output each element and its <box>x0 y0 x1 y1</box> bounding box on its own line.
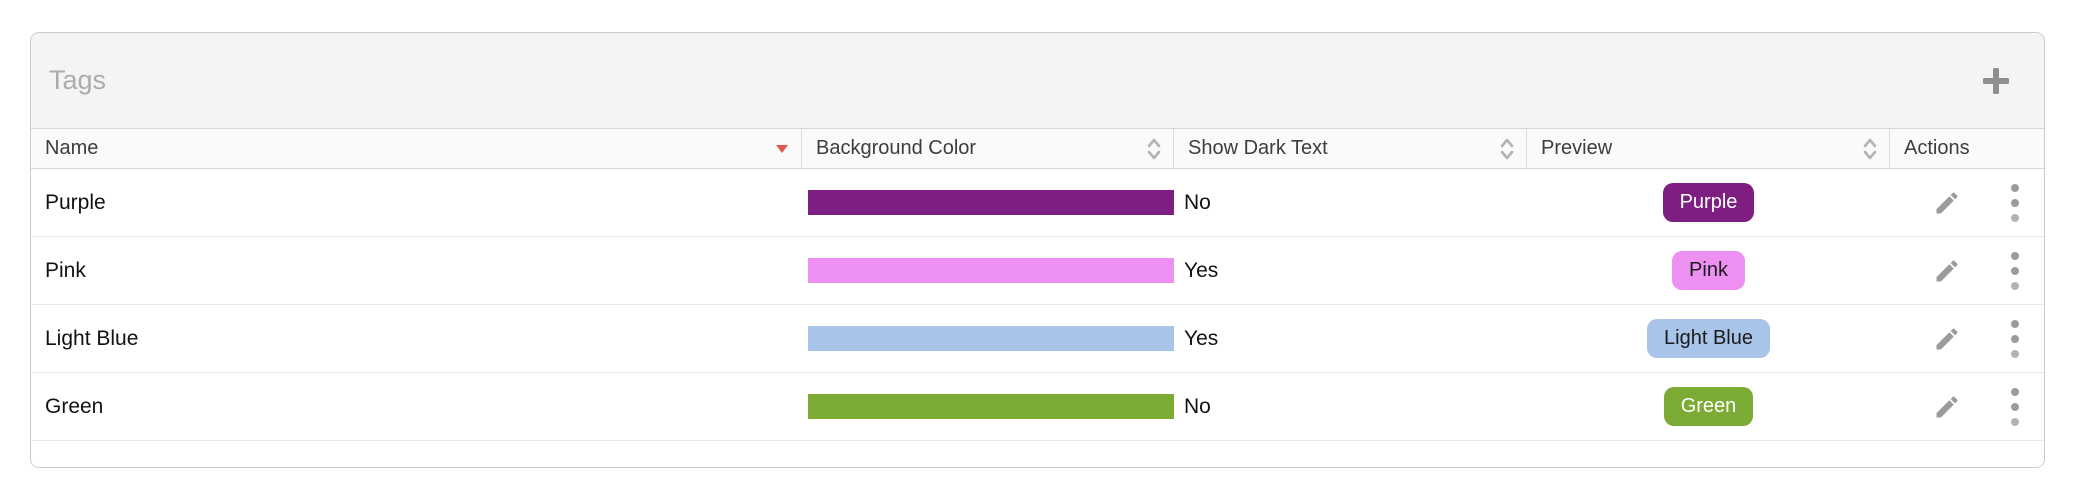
tag-name-cell: Light Blue <box>31 305 802 372</box>
table-row: Green No Green <box>31 373 2044 441</box>
actions-cell <box>1890 305 2044 372</box>
add-tag-button[interactable] <box>1974 59 2018 103</box>
table-row: Purple No Purple <box>31 169 2044 237</box>
tags-panel: Tags Name Background Color Show Dark Tex… <box>30 32 2045 468</box>
kebab-menu-icon <box>2011 251 2019 290</box>
column-header-show-dark-text[interactable]: Show Dark Text <box>1174 129 1527 168</box>
tag-name: Pink <box>45 258 86 282</box>
tag-name: Purple <box>45 190 106 214</box>
table-header-row: Name Background Color Show Dark Text Pre… <box>31 129 2044 169</box>
preview-pill: Pink <box>1672 251 1745 290</box>
row-menu-button[interactable] <box>1998 251 2032 291</box>
pencil-icon <box>1936 259 1958 281</box>
background-color-cell <box>802 373 1174 440</box>
actions-cell <box>1890 237 2044 304</box>
column-label: Show Dark Text <box>1188 137 1328 159</box>
column-header-background-color[interactable]: Background Color <box>802 129 1174 168</box>
tag-name-cell: Purple <box>31 169 802 236</box>
preview-pill-label: Pink <box>1689 259 1728 281</box>
row-menu-button[interactable] <box>1998 319 2032 359</box>
edit-tag-button[interactable] <box>1930 183 1964 223</box>
column-header-actions: Actions <box>1890 129 2044 168</box>
sort-desc-triangle-icon <box>776 144 788 153</box>
background-color-cell <box>802 305 1174 372</box>
table-row: Pink Yes Pink <box>31 237 2044 305</box>
show-dark-text-cell: Yes <box>1174 305 1527 372</box>
show-dark-text-cell: No <box>1174 373 1527 440</box>
preview-pill-label: Purple <box>1679 191 1738 213</box>
pencil-icon <box>1936 327 1958 349</box>
background-color-cell <box>802 237 1174 304</box>
tag-name-cell: Pink <box>31 237 802 304</box>
color-swatch <box>808 258 1174 283</box>
actions-cell <box>1890 373 2044 440</box>
color-swatch <box>808 326 1174 351</box>
preview-pill: Green <box>1663 387 1754 426</box>
actions-cell <box>1890 169 2044 236</box>
tag-name-cell: Green <box>31 373 802 440</box>
show-dark-text-cell: No <box>1174 169 1527 236</box>
row-menu-button[interactable] <box>1998 183 2032 223</box>
show-dark-text-value: Yes <box>1184 258 1219 282</box>
sort-chevrons-icon <box>1500 138 1514 159</box>
edit-tag-button[interactable] <box>1930 387 1964 427</box>
preview-pill-label: Green <box>1680 395 1737 417</box>
pencil-icon <box>1936 191 1958 213</box>
background-color-cell <box>802 169 1174 236</box>
show-dark-text-cell: Yes <box>1174 237 1527 304</box>
column-header-preview[interactable]: Preview <box>1527 129 1890 168</box>
column-label: Preview <box>1541 137 1613 159</box>
pencil-icon <box>1936 395 1958 417</box>
preview-pill: Purple <box>1662 183 1755 222</box>
preview-cell: Purple <box>1527 169 1890 236</box>
panel-header: Tags <box>31 33 2044 129</box>
tag-name: Light Blue <box>45 326 139 350</box>
color-swatch <box>808 394 1174 419</box>
show-dark-text-value: Yes <box>1184 326 1219 350</box>
row-menu-button[interactable] <box>1998 387 2032 427</box>
column-label: Name <box>45 137 99 159</box>
plus-icon <box>1983 67 2009 94</box>
preview-pill: Light Blue <box>1647 319 1770 358</box>
sort-chevrons-icon <box>1147 138 1161 159</box>
column-label: Actions <box>1904 137 1970 159</box>
tag-name: Green <box>45 394 104 418</box>
show-dark-text-value: No <box>1184 190 1211 214</box>
column-header-name[interactable]: Name <box>31 129 802 168</box>
table-body: Purple No Purple <box>31 169 2044 441</box>
kebab-menu-icon <box>2011 387 2019 426</box>
preview-cell: Pink <box>1527 237 1890 304</box>
edit-tag-button[interactable] <box>1930 251 1964 291</box>
preview-pill-label: Light Blue <box>1664 327 1753 349</box>
preview-cell: Light Blue <box>1527 305 1890 372</box>
table-row: Light Blue Yes Light Blue <box>31 305 2044 373</box>
panel-title: Tags <box>49 65 107 95</box>
column-label: Background Color <box>816 137 977 159</box>
edit-tag-button[interactable] <box>1930 319 1964 359</box>
sort-chevrons-icon <box>1863 138 1877 159</box>
preview-cell: Green <box>1527 373 1890 440</box>
kebab-menu-icon <box>2011 183 2019 222</box>
color-swatch <box>808 190 1174 215</box>
table-footer-strip <box>31 441 2044 467</box>
kebab-menu-icon <box>2011 319 2019 358</box>
show-dark-text-value: No <box>1184 394 1211 418</box>
